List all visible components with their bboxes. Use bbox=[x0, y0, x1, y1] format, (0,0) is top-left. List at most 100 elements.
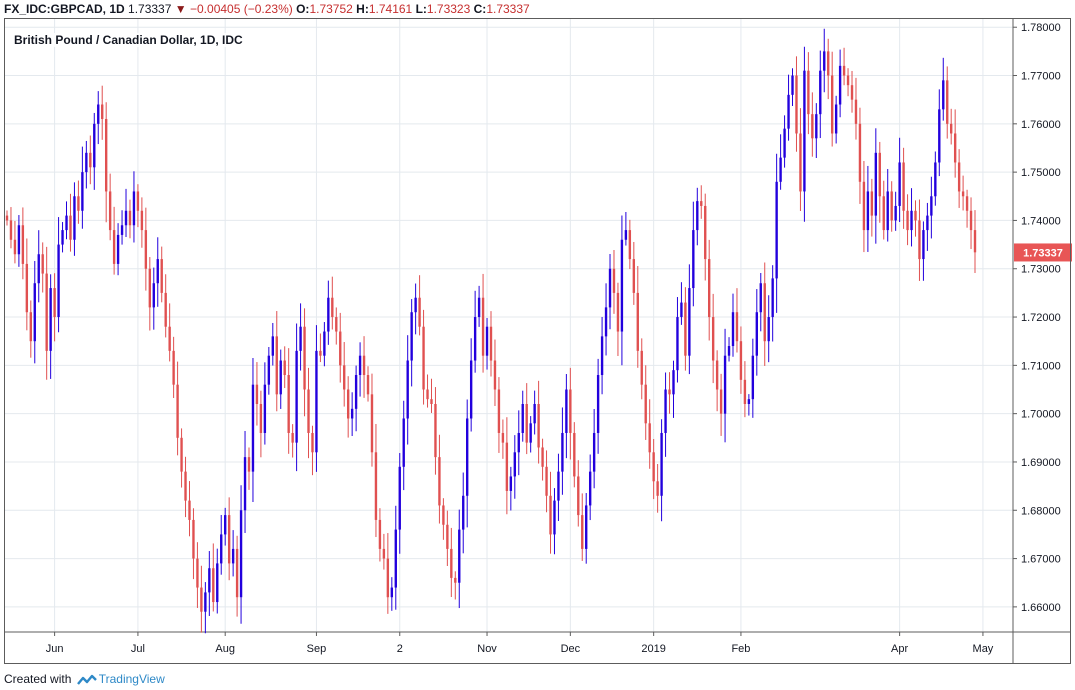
candle-body bbox=[65, 215, 68, 231]
candle-body bbox=[886, 191, 889, 231]
candle-body bbox=[946, 80, 949, 124]
candle-body bbox=[350, 408, 354, 419]
candle-body bbox=[592, 432, 596, 472]
candle-body bbox=[525, 403, 528, 443]
candle-body bbox=[573, 432, 576, 477]
candle-body bbox=[823, 51, 826, 71]
candle-body bbox=[57, 244, 60, 318]
candle-body bbox=[17, 225, 21, 255]
candle-body bbox=[386, 558, 390, 598]
candle-body bbox=[303, 326, 306, 390]
candle-body bbox=[144, 230, 148, 269]
candle-body bbox=[561, 432, 564, 472]
candle-body bbox=[283, 360, 286, 376]
last-price-marker bbox=[1014, 243, 1072, 262]
down-triangle-icon: ▼ bbox=[174, 2, 187, 16]
candle-body bbox=[462, 495, 465, 530]
candle-body bbox=[604, 307, 608, 337]
x-tick-label: Aug bbox=[215, 643, 235, 655]
candle-body bbox=[953, 133, 957, 163]
candle-body bbox=[104, 118, 108, 192]
candle-body bbox=[581, 515, 584, 549]
candle-body bbox=[9, 220, 13, 240]
candle-body bbox=[779, 157, 782, 182]
candle-body bbox=[21, 225, 25, 264]
candle-body bbox=[473, 317, 477, 361]
candle-body bbox=[565, 389, 568, 433]
candle-body bbox=[930, 196, 933, 216]
candle-body bbox=[608, 268, 612, 308]
candle-body bbox=[374, 452, 378, 520]
created-with-label: Created with bbox=[4, 672, 72, 686]
candle-body bbox=[668, 389, 671, 395]
candle-body bbox=[291, 432, 294, 443]
candle-body bbox=[216, 563, 219, 603]
candle-body bbox=[807, 70, 810, 115]
low-value: 1.73323 bbox=[426, 2, 471, 16]
candle-body bbox=[771, 278, 774, 318]
last-price-value: 1.73337 bbox=[128, 2, 172, 16]
candle-body bbox=[454, 577, 457, 583]
candle-body bbox=[426, 389, 429, 400]
candle-body bbox=[335, 317, 338, 332]
candle-body bbox=[517, 432, 520, 453]
candle-body bbox=[204, 592, 207, 612]
candle-body bbox=[61, 230, 64, 245]
candle-body bbox=[243, 457, 247, 511]
candle-body bbox=[438, 457, 441, 506]
candle-body bbox=[180, 437, 183, 472]
candle-body bbox=[652, 452, 655, 482]
candle-body bbox=[585, 505, 588, 549]
candle-body bbox=[299, 326, 302, 351]
y-tick-label: 1.74000 bbox=[1021, 215, 1061, 227]
candle-body bbox=[251, 384, 255, 472]
candle-body bbox=[664, 389, 667, 433]
candle-body bbox=[422, 326, 425, 390]
candle-body bbox=[323, 331, 326, 356]
candle-body bbox=[327, 297, 330, 332]
candle-body bbox=[37, 254, 40, 284]
y-tick-label: 1.71000 bbox=[1021, 360, 1061, 372]
y-tick-label: 1.76000 bbox=[1021, 119, 1061, 131]
candle-body bbox=[152, 283, 155, 308]
candle-body bbox=[636, 292, 639, 351]
candle-body bbox=[553, 500, 556, 535]
candle-body bbox=[620, 239, 624, 332]
candle-body bbox=[557, 471, 560, 501]
candle-body bbox=[521, 403, 524, 433]
candle-body bbox=[882, 196, 885, 231]
candle-body bbox=[842, 65, 846, 76]
tradingview-brand-label[interactable]: TradingView bbox=[98, 672, 165, 686]
candle-body bbox=[267, 355, 271, 385]
candle-body bbox=[124, 210, 128, 226]
candle-body bbox=[957, 162, 961, 192]
candle-body bbox=[815, 114, 818, 139]
candle-body bbox=[25, 263, 29, 313]
footer: Created with TradingView bbox=[4, 669, 165, 689]
candle-body bbox=[723, 355, 727, 414]
candle-body bbox=[259, 403, 263, 433]
chart-frame bbox=[4, 18, 1071, 664]
x-tick-label: Feb bbox=[731, 643, 750, 655]
change-value: −0.00405 (−0.23%) bbox=[190, 2, 293, 16]
legend-header: FX_IDC:GBPCAD, 1D 1.73337 ▼ −0.00405 (−0… bbox=[0, 0, 1075, 18]
x-tick-label: Jul bbox=[131, 643, 145, 655]
high-label: H: bbox=[356, 2, 369, 16]
candle-body bbox=[969, 210, 973, 231]
candle-body bbox=[227, 515, 231, 564]
candle-body bbox=[311, 432, 314, 453]
candle-body bbox=[731, 312, 735, 347]
candle-body bbox=[529, 423, 532, 443]
candle-body bbox=[830, 75, 834, 134]
candle-body bbox=[890, 191, 893, 221]
candle-body bbox=[172, 350, 175, 385]
open-value: 1.73752 bbox=[309, 2, 353, 16]
candle-body bbox=[577, 476, 580, 516]
candle-body bbox=[116, 234, 120, 264]
candle-body bbox=[755, 312, 758, 356]
candle-body bbox=[854, 99, 858, 124]
candle-body bbox=[414, 297, 417, 313]
candle-body bbox=[466, 418, 469, 496]
candle-body bbox=[481, 297, 485, 356]
